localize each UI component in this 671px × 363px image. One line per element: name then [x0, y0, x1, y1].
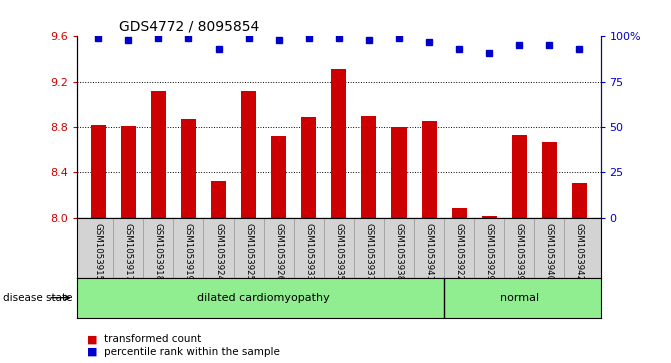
Text: GSM1053929: GSM1053929	[484, 223, 494, 281]
Text: GSM1053915: GSM1053915	[94, 223, 103, 281]
Text: dilated cardiomyopathy: dilated cardiomyopathy	[197, 293, 330, 303]
Bar	[121, 126, 136, 218]
Text: disease state: disease state	[3, 293, 73, 303]
Text: GSM1053925: GSM1053925	[244, 223, 253, 281]
Text: normal: normal	[500, 293, 539, 303]
Bar	[301, 117, 316, 218]
Text: GSM1053924: GSM1053924	[214, 223, 223, 281]
Bar	[271, 136, 287, 218]
Bar	[362, 116, 376, 218]
Text: GSM1053918: GSM1053918	[154, 223, 163, 281]
Bar	[391, 127, 407, 218]
Text: ■: ■	[87, 334, 98, 344]
Bar	[542, 142, 557, 218]
Text: GSM1053940: GSM1053940	[545, 223, 554, 281]
Text: GSM1053917: GSM1053917	[124, 223, 133, 281]
Bar	[331, 69, 346, 218]
Bar	[181, 119, 196, 218]
Text: GSM1053919: GSM1053919	[184, 223, 193, 281]
Text: GSM1053939: GSM1053939	[515, 223, 524, 281]
Bar	[482, 216, 497, 218]
Text: GSM1053922: GSM1053922	[455, 223, 464, 281]
Bar	[452, 208, 467, 218]
Bar	[241, 91, 256, 218]
Text: ■: ■	[87, 347, 98, 357]
Bar	[572, 183, 587, 218]
Text: GDS4772 / 8095854: GDS4772 / 8095854	[119, 20, 259, 34]
Text: transformed count: transformed count	[104, 334, 201, 344]
Bar	[91, 125, 106, 218]
Text: GSM1053937: GSM1053937	[364, 223, 374, 281]
Text: GSM1053926: GSM1053926	[274, 223, 283, 281]
Bar	[211, 182, 226, 218]
Text: GSM1053942: GSM1053942	[575, 223, 584, 281]
Bar	[421, 121, 437, 218]
Bar	[151, 91, 166, 218]
Text: GSM1053938: GSM1053938	[395, 223, 403, 281]
Text: GSM1053935: GSM1053935	[334, 223, 344, 281]
Text: percentile rank within the sample: percentile rank within the sample	[104, 347, 280, 357]
Bar	[512, 135, 527, 218]
Text: GSM1053941: GSM1053941	[425, 223, 433, 281]
Text: GSM1053933: GSM1053933	[304, 223, 313, 281]
